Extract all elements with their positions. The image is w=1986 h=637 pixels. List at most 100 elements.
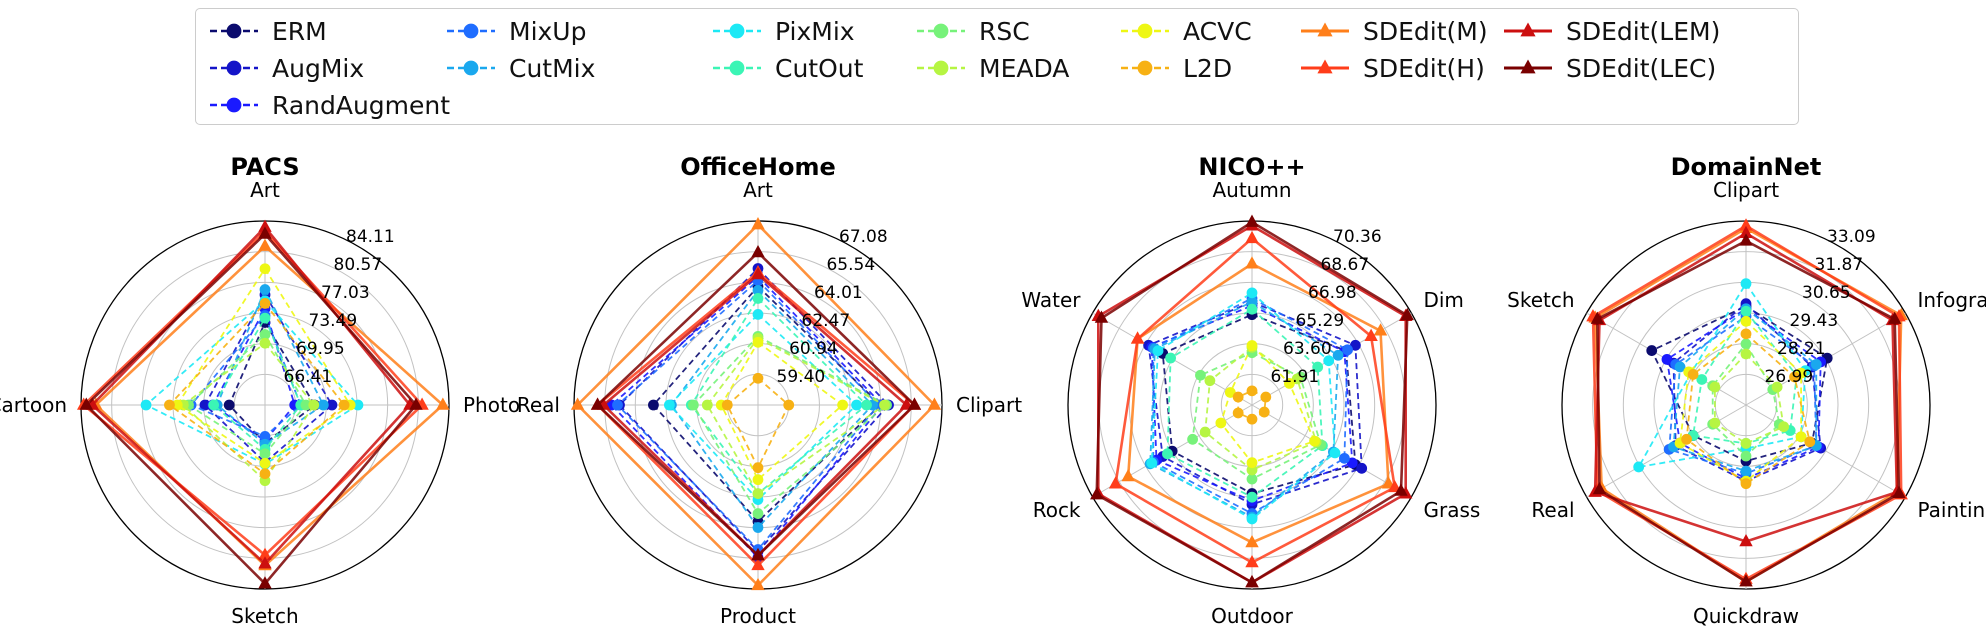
legend-item-mixup: MixUp [445,13,586,49]
data-point [1364,328,1378,341]
data-point [752,372,764,384]
radial-tick-label: 61.91 [1271,367,1320,387]
data-point [1312,361,1324,373]
axis-label-grass: Grass [1423,498,1480,522]
data-point [752,462,764,474]
data-point [1246,473,1258,485]
axis-label-quickdraw: Quickdraw [1693,604,1799,628]
radial-tick-label: 73.49 [309,311,358,331]
data-point [1739,233,1753,246]
legend-item-l2d: L2D [1119,50,1232,86]
radar-chart-pacs: 66.41 69.95 73.49 77.03 80.57 84.11 Art Photo Sk… [0,153,520,628]
legend-marker [1137,23,1153,39]
data-point [907,397,922,410]
series-line [203,292,334,464]
data-point [1232,407,1244,419]
data-point [879,399,890,411]
data-point [1740,338,1752,350]
series-line [81,229,424,557]
data-point [663,399,675,411]
data-point [258,226,272,239]
data-point [259,312,271,324]
axis-label-product: Product [720,604,796,628]
series-sdedit-m [570,217,942,591]
radial-tick-label: 67.08 [839,227,888,247]
series-pixmix [1146,287,1341,525]
data-point [259,337,271,349]
legend-label: MixUp [509,16,587,46]
data-point [751,547,765,561]
legend-label: L2D [1183,53,1233,83]
data-point [1789,371,1800,383]
data-point [308,399,320,411]
radial-tick-label: 70.36 [1333,227,1382,247]
data-point [1740,278,1752,289]
data-point [338,399,350,411]
axis-label-clipart: Clipart [1713,178,1779,202]
data-point [570,397,585,410]
axis-label-art: Art [743,178,773,202]
series-sdedit-h [1108,230,1402,568]
data-point [436,397,450,410]
data-point [1246,513,1258,525]
data-point [612,399,623,411]
data-point [1633,461,1645,473]
data-point [1165,352,1176,364]
radial-tick-label: 65.54 [826,255,875,275]
legend-label: ACVC [1183,16,1252,46]
data-point [1309,435,1320,447]
series-line [144,299,360,466]
axis-label-outdoor: Outdoor [1211,604,1293,628]
series-acvc [171,263,356,469]
radial-tick-label: 33.09 [1827,227,1876,247]
legend-swatch [1504,59,1552,74]
axis-label-water: Water [1021,288,1081,312]
series-line [1219,343,1316,464]
legend-swatch [713,23,761,39]
series-sdedit-lec [1590,233,1906,587]
radial-tick-label: 68.67 [1321,255,1370,275]
data-point [1887,311,1902,324]
data-point [1709,381,1721,393]
legend-label: CutMix [509,53,596,83]
data-point [1795,431,1807,443]
data-point [258,238,272,251]
legend-label: CutOut [775,53,864,83]
legend-swatch [1301,59,1349,74]
legend-marker [226,97,242,113]
data-point [1260,391,1272,403]
data-point [259,448,271,460]
legend-label: SDEdit(H) [1363,53,1485,83]
radial-tick-label: 26.99 [1765,367,1814,387]
data-point [1215,417,1227,429]
data-point [1204,375,1216,387]
data-point [79,397,93,410]
legend-item-sdedit-lem: SDEdit(LEM) [1502,13,1720,49]
data-point [1199,426,1211,438]
legend-swatch [917,60,965,76]
legend-marker [226,60,242,76]
legend-label: PixMix [775,16,855,46]
data-point [1681,433,1692,445]
legend-label: ERM [272,16,327,46]
data-point [1771,381,1783,393]
series-l2d [1681,328,1816,490]
series-sdedit-h [76,223,429,560]
axis-label-infograph: Infograph [1917,288,1986,312]
data-point [752,336,764,348]
data-point [1246,385,1258,397]
data-point [927,397,942,410]
legend-swatch [447,23,495,39]
axis-label-real: Real [517,393,560,417]
data-point [1381,476,1396,489]
data-point [752,474,764,486]
data-point [861,399,872,411]
radial-tick-label: 69.95 [296,339,345,359]
legend-swatch [1504,22,1552,37]
legend-label: RSC [979,16,1030,46]
radial-tick-label: 59.40 [777,367,826,387]
data-point [1245,554,1259,568]
legend-label: AugMix [272,53,365,83]
legend-item-pixmix: PixMix [711,13,855,49]
data-point [259,297,271,309]
